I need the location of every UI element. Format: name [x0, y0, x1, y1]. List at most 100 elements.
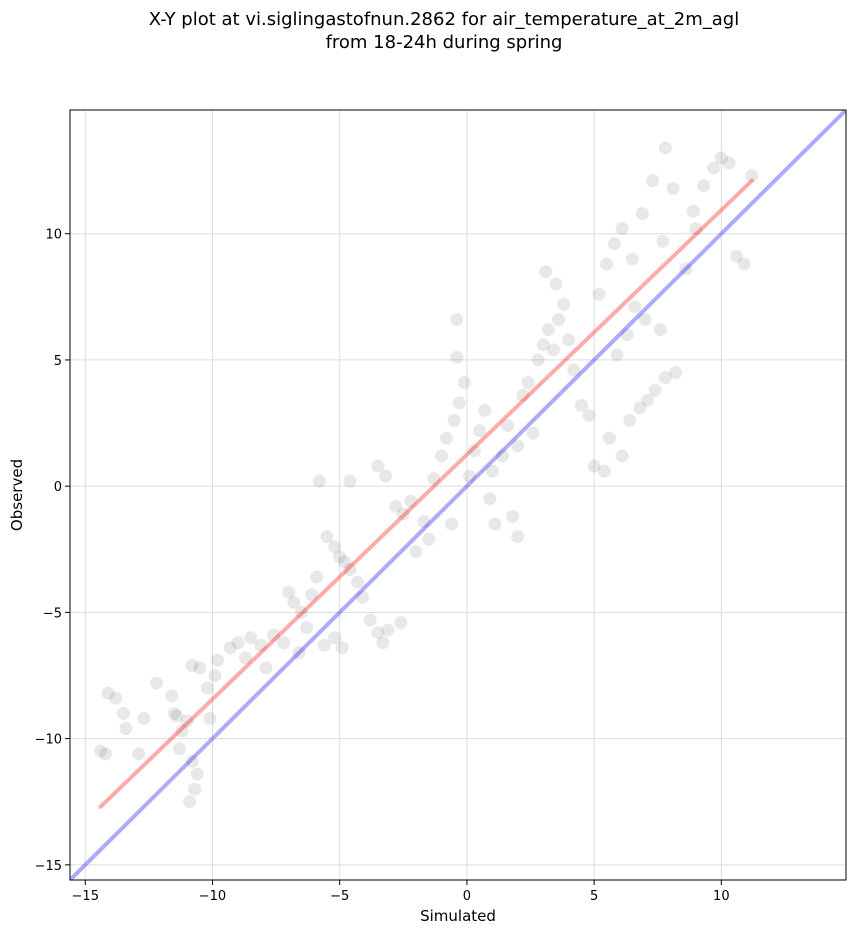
data-point — [450, 350, 464, 364]
data-point — [132, 747, 146, 761]
data-point — [300, 621, 314, 635]
data-point — [483, 492, 497, 506]
data-point — [185, 658, 199, 672]
data-point — [567, 363, 581, 377]
data-point — [666, 181, 680, 195]
data-point — [287, 595, 301, 609]
data-point — [587, 459, 601, 473]
data-point — [648, 383, 662, 397]
data-point — [203, 711, 217, 725]
data-point — [658, 141, 672, 155]
data-point — [635, 207, 649, 221]
data-point — [445, 517, 459, 531]
data-point — [109, 691, 123, 705]
data-point — [305, 588, 319, 602]
data-point — [434, 449, 448, 463]
data-point — [615, 449, 629, 463]
data-point — [737, 257, 751, 271]
y-tick-label: −10 — [35, 733, 62, 748]
data-point — [600, 257, 614, 271]
y-tick-label: −5 — [43, 606, 62, 621]
y-axis-label: Observed — [8, 459, 26, 531]
data-point — [457, 376, 471, 390]
x-axis-label: Simulated — [420, 907, 496, 925]
data-point — [404, 494, 418, 508]
data-point — [615, 222, 629, 236]
data-point — [183, 795, 197, 809]
x-tick-label: 0 — [463, 889, 471, 904]
y-tick-label: −15 — [35, 859, 62, 874]
data-point — [422, 532, 436, 546]
data-point — [389, 499, 403, 513]
data-point — [343, 562, 357, 576]
x-tick-label: −15 — [72, 889, 99, 904]
data-point — [745, 169, 759, 183]
data-point — [450, 313, 464, 327]
data-point — [628, 300, 642, 314]
y-tick-label: 0 — [54, 480, 62, 495]
data-point — [185, 754, 199, 768]
x-tick-label: −5 — [330, 889, 349, 904]
identity-line — [70, 110, 846, 880]
data-point — [172, 742, 186, 756]
data-point — [686, 204, 700, 218]
data-point — [320, 530, 334, 544]
data-point — [376, 636, 390, 650]
data-point — [653, 323, 667, 337]
data-point — [239, 651, 253, 665]
data-points — [94, 141, 759, 809]
data-point — [277, 636, 291, 650]
data-point — [208, 669, 222, 683]
data-point — [546, 343, 560, 357]
data-point — [440, 431, 454, 445]
y-tick-label: 10 — [45, 228, 62, 243]
reference-lines — [70, 110, 846, 880]
data-point — [488, 517, 502, 531]
data-point — [188, 782, 202, 796]
x-axis: −15 −10 −5 0 5 10 — [72, 880, 730, 904]
data-point — [193, 661, 207, 675]
data-point — [356, 590, 370, 604]
data-point — [223, 641, 237, 655]
data-point — [333, 550, 347, 564]
data-point — [592, 287, 606, 301]
data-point — [574, 398, 588, 412]
data-point — [119, 722, 133, 736]
data-point — [165, 689, 179, 703]
data-point — [378, 469, 392, 483]
data-point — [658, 371, 672, 385]
data-point — [150, 676, 164, 690]
data-point — [259, 661, 273, 675]
data-point — [707, 161, 721, 175]
data-point — [620, 328, 634, 342]
data-point — [335, 641, 349, 655]
data-point — [371, 626, 385, 640]
data-point — [99, 747, 113, 761]
data-point — [656, 234, 670, 248]
data-point — [371, 459, 385, 473]
data-point — [689, 222, 703, 236]
chart-subtitle: from 18-24h during spring — [326, 32, 563, 53]
data-point — [638, 313, 652, 327]
data-point — [292, 646, 306, 660]
data-point — [282, 585, 296, 599]
data-point — [363, 613, 377, 627]
data-point — [417, 515, 431, 529]
data-point — [468, 444, 482, 458]
data-point — [478, 403, 492, 417]
data-point — [625, 252, 639, 266]
data-point — [312, 474, 326, 488]
data-point — [607, 237, 621, 251]
data-point — [254, 638, 268, 652]
data-point — [394, 615, 408, 629]
data-point — [231, 636, 245, 650]
data-point — [211, 653, 225, 667]
data-point — [116, 706, 130, 720]
data-point — [167, 706, 181, 720]
data-point — [328, 540, 342, 554]
data-point — [409, 545, 423, 559]
data-point — [669, 366, 683, 380]
data-point — [396, 507, 410, 521]
data-point — [447, 414, 461, 428]
